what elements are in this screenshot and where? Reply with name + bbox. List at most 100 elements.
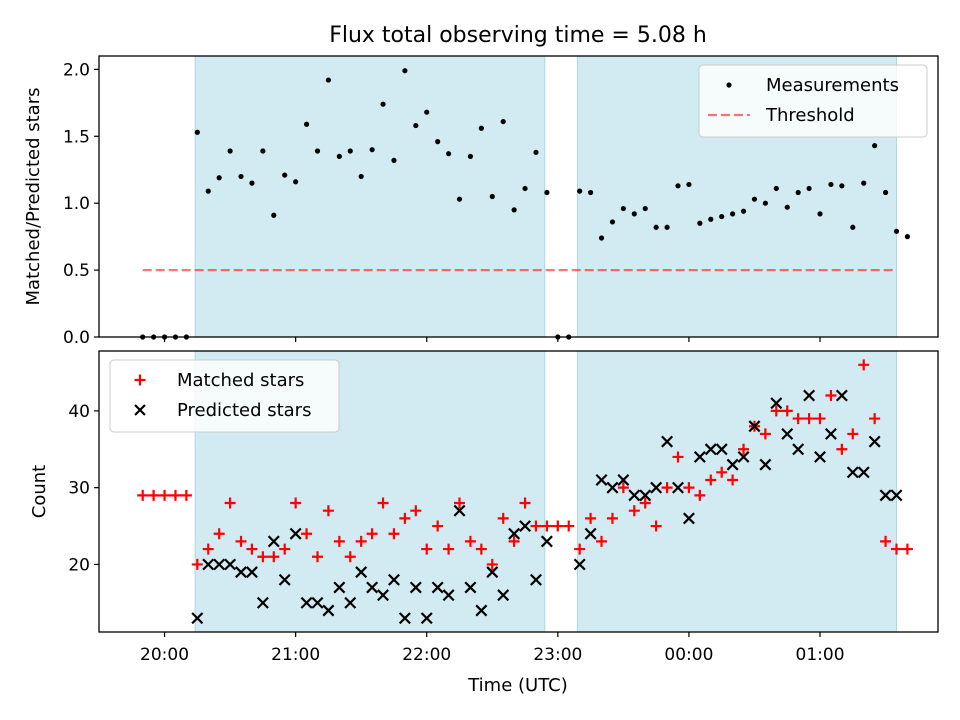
predicted-star-point [355, 566, 368, 579]
top-y-tick-label: 0.5 [63, 261, 90, 281]
top-y-tick-label: 1.0 [63, 194, 90, 214]
measurement-point [271, 212, 277, 218]
matched-star-point [213, 528, 225, 540]
predicted-star-point [245, 566, 258, 579]
matched-star-point [617, 482, 629, 494]
measurement-point [784, 204, 790, 210]
legend-predicted-swatch [134, 404, 146, 416]
measurement-point [620, 205, 626, 212]
measurement-point [314, 148, 321, 154]
x-tick-label: 00:00 [664, 645, 713, 665]
matched-star-point [377, 497, 389, 509]
measurement-point [806, 185, 812, 192]
predicted-star-point [617, 474, 630, 486]
matched-star-point [530, 520, 542, 532]
measurement-point [588, 189, 594, 196]
matched-star-point [836, 443, 848, 455]
predicted-star-point [519, 520, 532, 533]
measurement-point [500, 118, 506, 125]
measurement-point [850, 224, 856, 230]
predicted-star-point [650, 481, 663, 494]
x-tick-label: 23:00 [533, 645, 582, 665]
matched-star-point [410, 505, 422, 517]
matched-star-point [727, 474, 739, 486]
legend-label: Measurements [766, 75, 899, 96]
matched-star-point [858, 359, 870, 371]
x-axis-label: Time (UTC) [467, 675, 568, 696]
predicted-star-point [737, 450, 750, 463]
measurement-point [227, 148, 233, 154]
measurement-point [336, 153, 342, 159]
measurement-point [773, 185, 779, 192]
predicted-star-point [486, 566, 499, 579]
predicted-star-point [191, 612, 204, 625]
measurement-point [424, 109, 430, 115]
matched-star-point [290, 497, 302, 509]
predicted-star-point [278, 573, 291, 586]
matched-star-point [486, 558, 498, 570]
bottom-y-tick-label: 30 [68, 479, 90, 499]
x-tick-label: 21:00 [271, 645, 320, 665]
matched-star-point [180, 489, 192, 501]
measurement-point [260, 148, 266, 154]
predicted-star-point [584, 527, 597, 540]
measurement-point [708, 216, 714, 222]
matched-star-point [224, 497, 236, 509]
measurement-point [686, 181, 692, 188]
predicted-star-point [759, 458, 772, 471]
x-tick-label: 01:00 [796, 645, 845, 665]
predicted-star-point [846, 466, 859, 479]
top-y-tick-label: 0.0 [63, 328, 90, 348]
measurement-point [642, 205, 648, 212]
matched-star-point [454, 497, 466, 509]
predicted-star-point [704, 443, 717, 456]
matched-star-point [311, 551, 323, 563]
matched-star-point [159, 489, 171, 501]
measurement-point [478, 125, 484, 131]
measurement-point [413, 122, 419, 129]
measurement-point [697, 220, 703, 226]
matched-star-point [421, 543, 433, 555]
predicted-star-point [322, 604, 335, 617]
measurement-point [293, 179, 299, 185]
legend-matched-swatch [134, 374, 146, 386]
matched-star-point [432, 520, 444, 532]
matched-star-point [716, 466, 728, 478]
top-y-axis-label: Matched/Predicted stars [23, 88, 44, 306]
matched-star-point [781, 405, 793, 417]
chart-title: Flux total observing time = 5.08 h [329, 23, 707, 48]
matched-star-point [268, 551, 280, 563]
top-axes-frame [98, 55, 939, 338]
measurement-point [347, 148, 353, 154]
matched-star-point [388, 528, 400, 540]
measurement-point [882, 189, 889, 196]
predicted-star-point [497, 589, 510, 602]
measurement-point [194, 129, 200, 135]
predicted-star-point [344, 596, 357, 609]
predicted-star-point [224, 558, 237, 571]
predicted-star-point [409, 581, 422, 594]
matched-star-point [563, 520, 575, 532]
bottom-series-2 [191, 389, 903, 625]
matched-star-point [803, 413, 815, 425]
x-tick-label: 22:00 [402, 645, 451, 665]
measurement-point [303, 121, 310, 127]
measurement-point [358, 173, 364, 180]
predicted-star-point [748, 420, 761, 433]
matched-star-point [814, 413, 826, 425]
matched-star-point [464, 535, 476, 547]
predicted-star-point [890, 489, 903, 502]
measurement-point [522, 185, 528, 192]
predicted-star-point [693, 450, 706, 463]
measurement-point [861, 180, 867, 186]
bottom-y-tick-label: 20 [68, 555, 90, 575]
measurement-point [249, 180, 255, 186]
measurement-point [904, 234, 911, 240]
matched-star-point [792, 413, 804, 425]
top-legend-box [698, 64, 928, 138]
predicted-star-point [628, 489, 641, 502]
predicted-star-point [879, 489, 892, 502]
matched-star-point [519, 497, 531, 509]
legend-label: Matched stars [177, 370, 304, 391]
predicted-star-point [540, 535, 553, 548]
